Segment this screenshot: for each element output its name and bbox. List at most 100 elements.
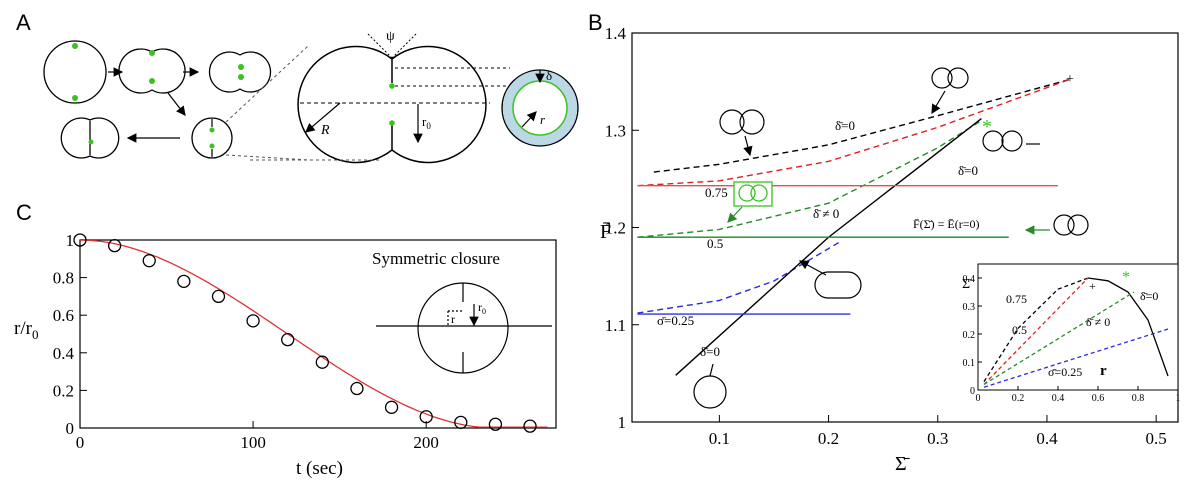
inset-annotation-star: * bbox=[1122, 269, 1130, 286]
series-line-2 bbox=[637, 119, 982, 238]
inset-y-tick-label: 0.2 bbox=[963, 330, 976, 341]
data-points bbox=[73, 233, 537, 433]
y-tick-label: 1.2 bbox=[605, 219, 626, 238]
y-tick-label: 0.6 bbox=[53, 306, 74, 325]
inset-x-tick-label: 0.4 bbox=[1052, 393, 1065, 404]
cell-closing bbox=[191, 117, 233, 159]
cell-round bbox=[43, 40, 107, 104]
y-tick-label: 0.2 bbox=[53, 381, 74, 400]
cell-peanut bbox=[118, 48, 186, 94]
data-point bbox=[350, 381, 364, 396]
y-tick-label: 1.3 bbox=[605, 121, 626, 140]
panel-c: C 0 100 200 0 0.2 0.4 0.6 0.8 1 r/r0 t (sec) Sym… bbox=[14, 200, 557, 479]
psi-label: ψ bbox=[386, 29, 395, 44]
green-point bbox=[72, 95, 78, 101]
y-tick-label: 0.8 bbox=[53, 269, 74, 288]
data-point bbox=[488, 417, 503, 431]
cell-divided bbox=[60, 117, 120, 159]
inset-y-tick-label: 0.3 bbox=[963, 302, 976, 313]
data-point bbox=[384, 400, 399, 414]
inset-series-line-4 bbox=[983, 327, 1171, 388]
inset-x-tick-label: 0.6 bbox=[1092, 393, 1105, 404]
annotation-star: * bbox=[982, 116, 992, 138]
inset-annotation-delta-ne0: δ̄ ≠ 0 bbox=[1086, 315, 1110, 329]
closure-diagram bbox=[376, 282, 552, 374]
series-group bbox=[637, 79, 1070, 376]
data-point bbox=[142, 254, 156, 268]
inset-annotation-05: 0.5 bbox=[1012, 323, 1027, 337]
inset-ticks: 0 0.2 0.4 0.6 0.8 1 0 0.1 0.2 0.3 0.4 bbox=[963, 274, 1181, 404]
x-tick-label: 0.4 bbox=[1036, 429, 1058, 448]
annotation-energy: F̄(Σ̄) = Ē(r=0) bbox=[913, 217, 980, 231]
green-point bbox=[209, 127, 215, 133]
data-point bbox=[246, 314, 260, 328]
panel-b: B 0.1 0.2 0.3 0.4 0.5 1 1.1 1.2 1.3 1.4 F̄ Σ̄ δ̄=… bbox=[588, 10, 1181, 475]
green-point bbox=[209, 143, 215, 149]
x-tick-label: 0.5 bbox=[1146, 429, 1167, 448]
r-label: r bbox=[540, 112, 546, 127]
inset-y-tick-label: 0.4 bbox=[963, 274, 976, 285]
series-line-0 bbox=[653, 79, 1069, 173]
data-point bbox=[211, 289, 226, 304]
cell-pinched bbox=[208, 51, 272, 93]
x-tick-label: 0 bbox=[76, 433, 85, 452]
annotation-05: 0.5 bbox=[707, 236, 723, 251]
inset-series-group bbox=[983, 277, 1171, 388]
y-axis-label: r/r0 bbox=[14, 318, 38, 342]
inset-x-tick-label: 0.8 bbox=[1132, 393, 1145, 404]
series-line-3 bbox=[637, 241, 840, 314]
annotation-delta0-mid: δ̄=0 bbox=[958, 163, 978, 178]
inset-annotation-025: σ̄=0.25 bbox=[1048, 365, 1082, 379]
inset-x-label: r bbox=[1100, 363, 1107, 379]
shape-glyphs bbox=[693, 67, 1089, 409]
green-point bbox=[389, 83, 395, 89]
green-point bbox=[238, 74, 244, 80]
data-point bbox=[315, 355, 329, 369]
x-tick-label: 0.2 bbox=[818, 429, 839, 448]
panel-b-letter: B bbox=[588, 10, 603, 35]
data-point bbox=[281, 332, 295, 347]
x-tick-label: 0.1 bbox=[709, 429, 730, 448]
annotation-025: σ̄=0.25 bbox=[657, 313, 694, 328]
green-point bbox=[238, 64, 244, 70]
r0-label: r0 bbox=[422, 114, 431, 131]
panel-c-letter: C bbox=[16, 200, 32, 225]
green-point bbox=[149, 50, 155, 56]
delta-label: δ bbox=[546, 68, 552, 83]
inset-frame bbox=[977, 263, 1179, 391]
panel-a: A ψ bbox=[16, 10, 579, 164]
data-point bbox=[419, 410, 433, 424]
inset-r0-label: r0 bbox=[478, 300, 486, 316]
plot-frame bbox=[79, 239, 557, 429]
axis-ticks: 0.1 0.2 0.3 0.4 0.5 1 1.1 1.2 1.3 1.4 bbox=[605, 24, 1167, 448]
annotation-delta0-low: δ̄=0 bbox=[700, 344, 720, 359]
panel-a-letter: A bbox=[16, 10, 31, 35]
inset-y-label: Σ̄ bbox=[962, 277, 973, 292]
annotation-075: 0.75 bbox=[705, 185, 728, 200]
data-point bbox=[177, 274, 191, 289]
inset-y-tick-label: 0.1 bbox=[963, 358, 976, 369]
data-point bbox=[73, 233, 87, 247]
green-point bbox=[88, 139, 94, 145]
inset-x-tick-label: 0 bbox=[976, 393, 981, 404]
x-tick-label: 0.3 bbox=[927, 429, 948, 448]
green-point bbox=[389, 120, 395, 126]
inset-annotation-delta0: δ̄=0 bbox=[1140, 289, 1158, 303]
x-tick-label: 200 bbox=[413, 433, 439, 452]
x-axis-label: Σ̄ bbox=[895, 453, 911, 475]
inset-series-line-3 bbox=[983, 291, 1135, 385]
y-tick-label: 1 bbox=[66, 231, 75, 250]
y-tick-label: 1.4 bbox=[605, 24, 627, 43]
inset-annotation-plus: + bbox=[1089, 279, 1096, 293]
data-point bbox=[523, 419, 537, 433]
inset-y-tick-label: 0 bbox=[970, 386, 975, 397]
annotation-plus: + bbox=[1066, 72, 1074, 87]
green-glyph bbox=[733, 181, 773, 207]
inset-x-tick-label: 0.2 bbox=[1012, 393, 1025, 404]
x-tick-label: 100 bbox=[240, 433, 266, 452]
fit-curve bbox=[80, 240, 548, 428]
y-tick-label: 0.4 bbox=[53, 344, 75, 363]
green-point bbox=[72, 43, 78, 49]
R-label: R bbox=[320, 123, 330, 138]
